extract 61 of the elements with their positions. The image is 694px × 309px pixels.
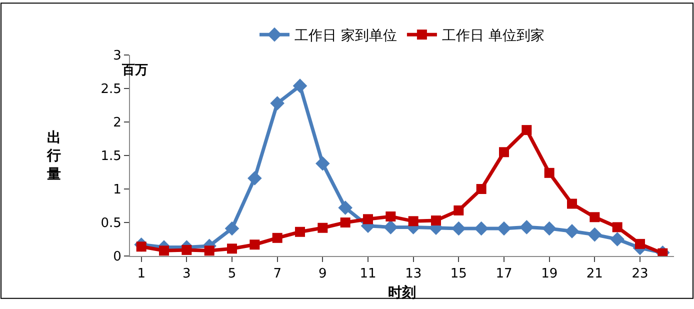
point [224, 221, 240, 236]
point [363, 214, 373, 224]
x-tick-label: 19 [541, 266, 558, 282]
point [318, 222, 328, 233]
point [520, 220, 534, 234]
point [635, 238, 645, 249]
point [204, 246, 214, 256]
point [522, 125, 532, 136]
x-tick-label: 9 [318, 266, 327, 282]
point [408, 216, 418, 226]
point [544, 168, 554, 178]
point [474, 221, 488, 236]
point [476, 184, 486, 194]
point [272, 232, 282, 243]
point [248, 171, 262, 186]
point [454, 205, 464, 216]
y-axis-title: 出行量 [46, 130, 61, 182]
point [270, 96, 284, 110]
x-tick-label: 1 [137, 266, 146, 282]
point [588, 227, 602, 242]
point [250, 240, 260, 250]
point [340, 218, 350, 228]
legend-label: 工作日 单位到家 [442, 28, 544, 44]
point [612, 222, 622, 232]
point [431, 215, 441, 226]
y-tick-label: 0.5 [100, 216, 122, 232]
point [496, 221, 512, 236]
point [227, 244, 237, 254]
x-tick-label: 13 [405, 266, 422, 282]
x-tick-label: 15 [450, 266, 467, 282]
point [316, 156, 330, 171]
legend-label: 工作日 家到单位 [294, 28, 397, 44]
point [338, 200, 352, 215]
point [567, 198, 577, 209]
point [590, 212, 600, 222]
x-tick-label: 17 [496, 266, 512, 282]
point [384, 220, 398, 234]
point [182, 244, 192, 255]
y-tick-label: 2.5 [100, 82, 122, 98]
y-tick-label: 1 [113, 182, 122, 198]
y-tick-label: 1.5 [100, 149, 122, 164]
point [292, 78, 308, 93]
point [542, 221, 556, 236]
point [610, 232, 624, 246]
x-tick-label: 21 [586, 266, 603, 282]
x-tick-label: 11 [360, 266, 376, 282]
point [564, 224, 580, 238]
y-tick-label: 3 [113, 48, 122, 64]
x-tick-label: 5 [228, 266, 236, 282]
x-axis-title: 时刻 [388, 284, 416, 301]
y-tick-label: 2 [113, 116, 122, 131]
point [386, 211, 396, 222]
x-tick-label: 3 [182, 266, 191, 282]
annotation: 百万 [121, 63, 148, 78]
point [295, 226, 305, 237]
point [159, 246, 169, 256]
y-tick-label: 0 [113, 250, 122, 265]
point [452, 221, 466, 236]
x-tick-label: 7 [273, 266, 282, 282]
point [499, 147, 509, 158]
x-tick-label: 23 [632, 266, 648, 282]
